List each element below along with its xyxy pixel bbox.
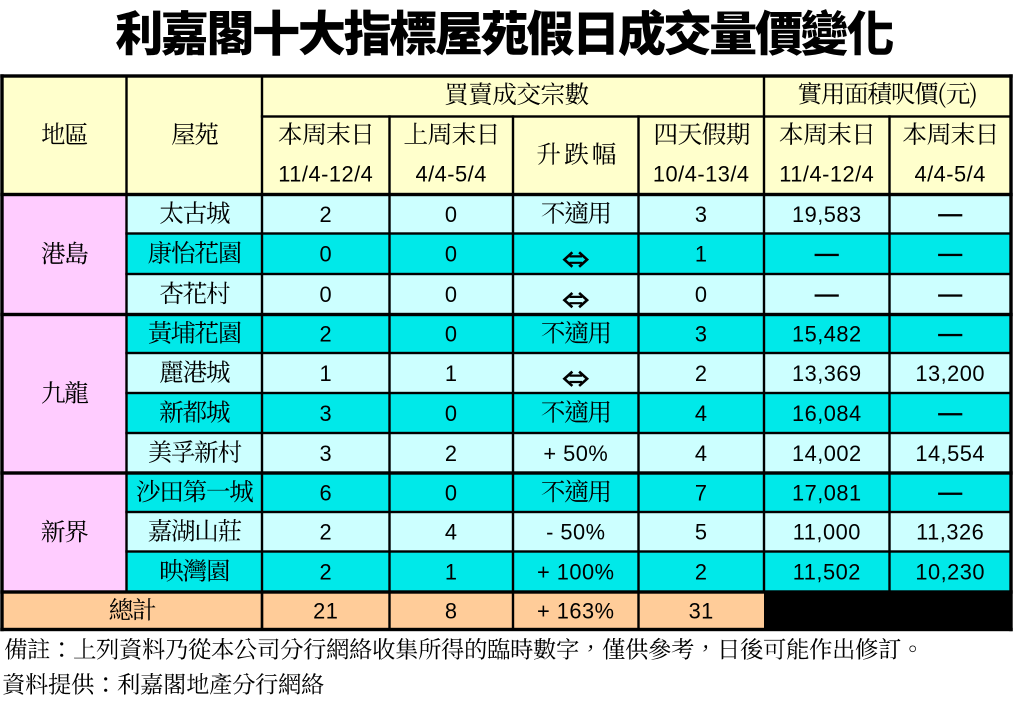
svg-text:+ 163%: + 163% xyxy=(537,599,615,624)
svg-text:15,482: 15,482 xyxy=(792,322,862,347)
svg-text:2: 2 xyxy=(445,441,458,466)
svg-text:11/4-12/4: 11/4-12/4 xyxy=(779,161,874,186)
svg-text:2: 2 xyxy=(695,361,708,386)
svg-text:1: 1 xyxy=(319,361,332,386)
svg-text:6: 6 xyxy=(319,480,332,505)
svg-text:2: 2 xyxy=(695,560,708,585)
svg-text:0: 0 xyxy=(445,322,458,347)
svg-text:2: 2 xyxy=(319,202,332,227)
svg-text:0: 0 xyxy=(445,202,458,227)
svg-text:0: 0 xyxy=(445,480,458,505)
svg-text:2: 2 xyxy=(319,560,332,585)
svg-text:4: 4 xyxy=(695,401,708,426)
svg-text:0: 0 xyxy=(319,282,332,307)
svg-text:0: 0 xyxy=(445,242,458,267)
svg-text:- 50%: - 50% xyxy=(546,520,605,545)
svg-text:4: 4 xyxy=(445,520,458,545)
svg-text:0: 0 xyxy=(695,282,708,307)
svg-text:2: 2 xyxy=(319,520,332,545)
svg-text:19,583: 19,583 xyxy=(792,202,862,227)
svg-text:11/4-12/4: 11/4-12/4 xyxy=(278,161,373,186)
svg-text:16,084: 16,084 xyxy=(792,401,862,426)
svg-text:10/4-13/4: 10/4-13/4 xyxy=(653,161,750,186)
svg-text:5: 5 xyxy=(695,520,708,545)
svg-text:+ 50%: + 50% xyxy=(543,441,608,466)
svg-text:31: 31 xyxy=(689,599,714,624)
svg-text:1: 1 xyxy=(445,361,458,386)
svg-text:10,230: 10,230 xyxy=(915,560,985,585)
svg-text:0: 0 xyxy=(319,242,332,267)
svg-text:3: 3 xyxy=(319,401,332,426)
svg-text:17,081: 17,081 xyxy=(792,480,862,505)
svg-text:11,502: 11,502 xyxy=(793,560,861,585)
svg-text:4/4-5/4: 4/4-5/4 xyxy=(915,161,986,186)
svg-text:4: 4 xyxy=(695,441,708,466)
svg-text:1: 1 xyxy=(445,560,458,585)
svg-text:11,000: 11,000 xyxy=(793,520,861,545)
svg-text:8: 8 xyxy=(445,599,458,624)
svg-text:14,554: 14,554 xyxy=(915,441,985,466)
svg-text:14,002: 14,002 xyxy=(792,441,862,466)
svg-text:13,200: 13,200 xyxy=(915,361,985,386)
svg-text:3: 3 xyxy=(695,322,708,347)
svg-text:3: 3 xyxy=(319,441,332,466)
svg-text:2: 2 xyxy=(319,322,332,347)
svg-text:0: 0 xyxy=(445,401,458,426)
svg-text:4/4-5/4: 4/4-5/4 xyxy=(416,161,487,186)
svg-text:1: 1 xyxy=(695,242,708,267)
svg-text:+ 100%: + 100% xyxy=(537,560,615,585)
svg-text:21: 21 xyxy=(313,599,338,624)
svg-text:13,369: 13,369 xyxy=(792,361,862,386)
svg-text:3: 3 xyxy=(695,202,708,227)
svg-text:11,326: 11,326 xyxy=(916,520,984,545)
svg-text:0: 0 xyxy=(445,282,458,307)
svg-text:7: 7 xyxy=(695,480,708,505)
